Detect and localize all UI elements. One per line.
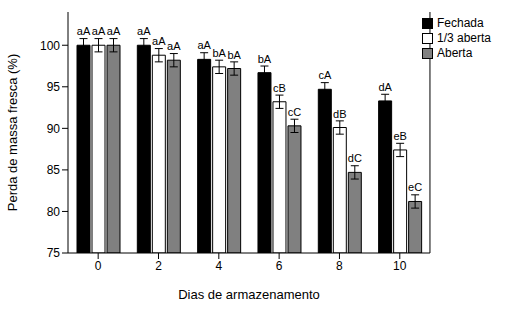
svg-text:aA: aA — [137, 25, 151, 37]
svg-text:75: 75 — [47, 246, 61, 260]
svg-text:Perda de massa fresca (%): Perda de massa fresca (%) — [8, 54, 20, 212]
svg-text:4: 4 — [215, 259, 222, 273]
svg-text:100: 100 — [40, 39, 60, 53]
svg-text:2: 2 — [155, 259, 162, 273]
svg-text:cC: cC — [288, 106, 302, 118]
svg-text:0: 0 — [95, 259, 102, 273]
svg-text:85: 85 — [47, 163, 61, 177]
svg-text:aA: aA — [167, 40, 181, 52]
html-text:Aberta: Aberta — [437, 46, 473, 60]
svg-text:Dias de armazenamento: Dias de armazenamento — [178, 287, 320, 302]
svg-text:aA: aA — [197, 39, 211, 51]
svg-text:aA: aA — [92, 25, 106, 37]
svg-text:6: 6 — [276, 259, 283, 273]
svg-text:dC: dC — [348, 152, 362, 164]
svg-text:aA: aA — [77, 25, 91, 37]
svg-text:eC: eC — [408, 181, 422, 193]
svg-text:eB: eB — [393, 130, 406, 142]
svg-text:95: 95 — [47, 80, 61, 94]
svg-text:dA: dA — [378, 81, 392, 93]
svg-text:10: 10 — [393, 259, 407, 273]
svg-text:bA: bA — [258, 53, 272, 65]
svg-text:80: 80 — [47, 205, 61, 219]
svg-text:cB: cB — [273, 82, 286, 94]
html-text:Fechada: Fechada — [437, 16, 484, 30]
svg-text:aA: aA — [152, 35, 166, 47]
svg-text:cA: cA — [318, 69, 332, 81]
svg-text:aA: aA — [107, 25, 121, 37]
html-text:1/3 aberta: 1/3 aberta — [437, 31, 491, 45]
svg-text:90: 90 — [47, 122, 61, 136]
svg-text:bA: bA — [212, 47, 226, 59]
svg-text:bA: bA — [227, 49, 241, 61]
svg-text:8: 8 — [336, 259, 343, 273]
svg-text:dB: dB — [333, 108, 346, 120]
